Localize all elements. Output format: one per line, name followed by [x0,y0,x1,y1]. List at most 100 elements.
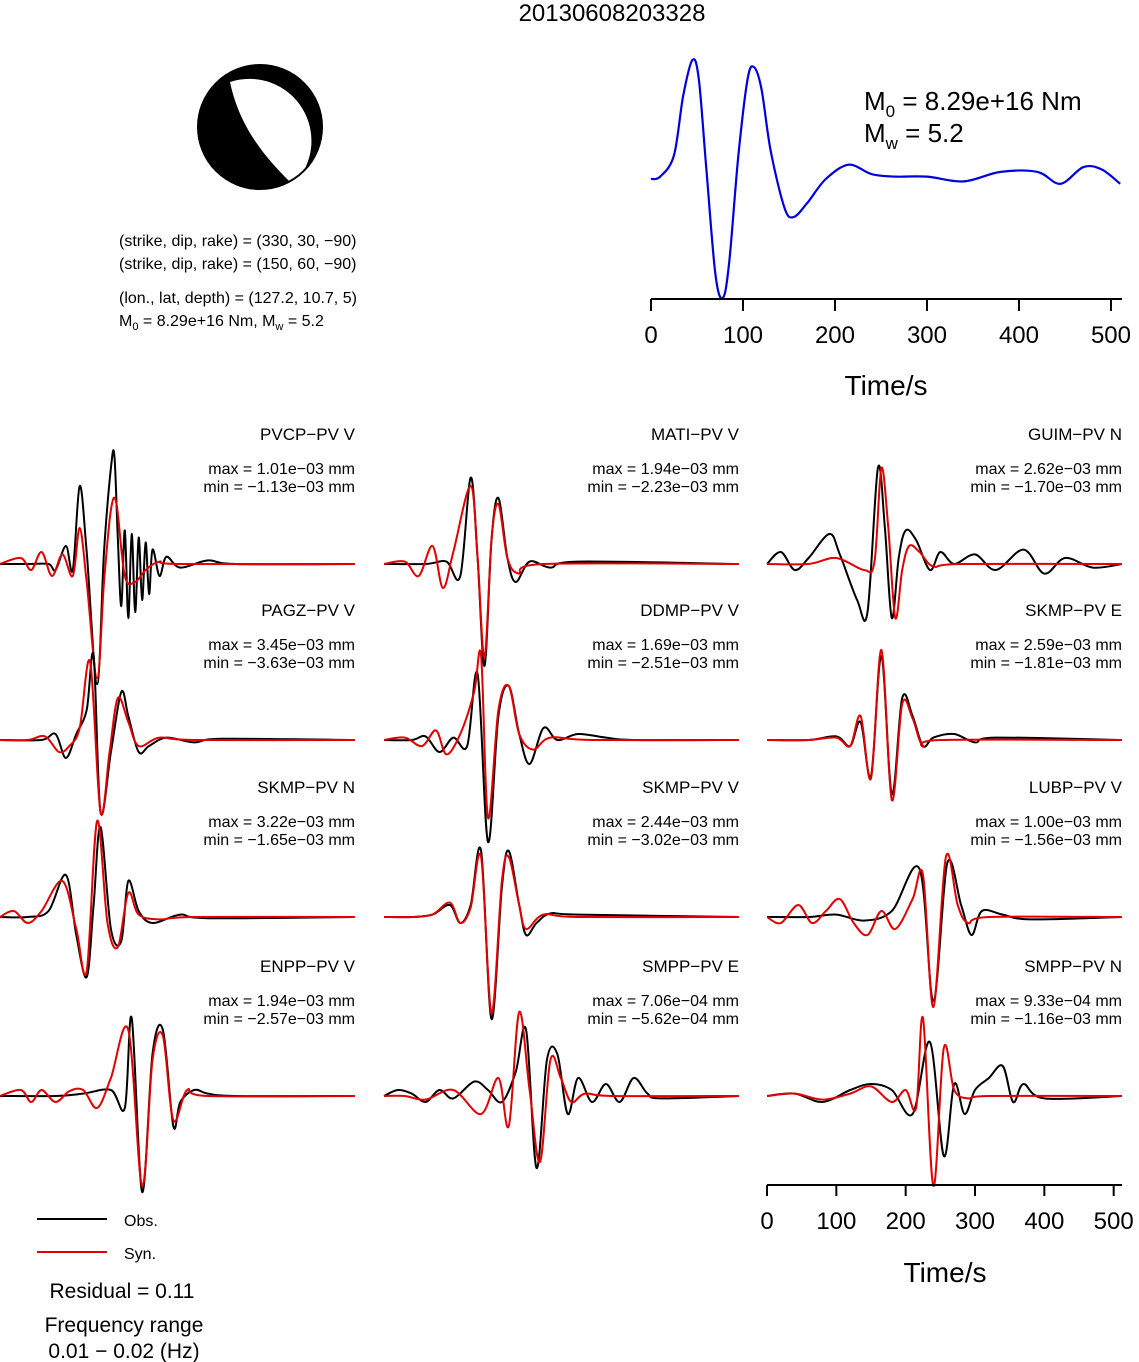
station-max: max = 3.22e−03 mm [208,814,355,831]
synthetic-trace [766,852,1123,1009]
stf-tick-label: 100 [723,322,763,349]
stf-curve [650,58,1121,300]
bottom-tick-label: 400 [1024,1208,1064,1235]
observed-trace [766,858,1123,1003]
synthetic-trace [766,466,1123,620]
station-max: max = 1.94e−03 mm [592,461,739,478]
observed-trace [0,1015,356,1194]
mechanism-plane1: (strike, dip, rake) = (330, 30, −90) [119,233,356,250]
synthetic-trace [0,1025,356,1188]
synthetic-trace [766,1015,1123,1188]
stf-tick-label: 200 [815,322,855,349]
station-min: min = −2.57e−03 mm [203,1011,355,1028]
station-max: max = 1.69e−03 mm [592,637,739,654]
station-min: min = −3.02e−03 mm [587,832,739,849]
station-min: min = −5.62e−04 mm [587,1011,739,1028]
station-max: max = 7.06e−04 mm [592,993,739,1010]
station-label: PAGZ−PV V [261,601,355,620]
synthetic-trace [0,659,356,816]
station-label: SKMP−PV V [642,778,740,797]
stf-tick-label: 300 [907,322,947,349]
bottom-tick-label: 0 [760,1208,773,1235]
station-label: MATI−PV V [651,425,740,444]
station-label: PVCP−PV V [260,425,356,444]
station-min: min = −3.63e−03 mm [203,655,355,672]
bottom-tick-label: 100 [816,1208,856,1235]
station-max: max = 9.33e−04 mm [975,993,1122,1010]
legend-obs-label: Obs. [124,1213,158,1230]
legend: Obs. Syn. Residual = 0.11 Frequency rang… [37,1213,203,1362]
station-max: max = 3.45e−03 mm [208,637,355,654]
synthetic-trace [0,496,356,680]
station-label: SKMP−PV E [1025,601,1122,620]
synthetic-trace [383,1010,740,1164]
station-min: min = −1.65e−03 mm [203,832,355,849]
station-min: min = −1.16e−03 mm [970,1011,1122,1028]
observed-trace [766,1040,1123,1158]
observed-trace [0,449,356,686]
synthetic-trace [383,852,740,1015]
stf-tick-label: 0 [644,322,657,349]
observed-trace [766,464,1123,622]
bottom-tick-label: 500 [1094,1208,1134,1235]
station-min: min = −1.13e−03 mm [203,479,355,496]
stf-x-label: Time/s [845,370,928,401]
stf-m0-label: M0 = 8.29e+16 Nm [864,86,1082,121]
observed-trace [383,1025,740,1170]
station-min: min = −2.51e−03 mm [587,655,739,672]
station-max: max = 1.00e−03 mm [975,814,1122,831]
station-label: SMPP−PV E [642,957,739,976]
bottom-tick-label: 300 [955,1208,995,1235]
station-max: max = 2.62e−03 mm [975,461,1122,478]
frequency-title: Frequency range [45,1314,204,1337]
stf-panel: 0 100 200 300 400 500 M0 = 8.29e+16 Nm Mw = 5… [644,58,1131,401]
station-label: LUBP−PV V [1029,778,1123,797]
station-min: min = −1.56e−03 mm [970,832,1122,849]
frequency-range: 0.01 − 0.02 (Hz) [48,1340,199,1362]
station-min: min = −1.81e−03 mm [970,655,1122,672]
station-max: max = 2.44e−03 mm [592,814,739,831]
station-label: SMPP−PV N [1024,957,1122,976]
bottom-x-label: Time/s [904,1257,987,1288]
residual-label: Residual = 0.11 [50,1280,195,1303]
station-min: min = −2.23e−03 mm [587,479,739,496]
observed-trace [766,654,1123,796]
station-label: GUIM−PV N [1028,425,1122,444]
mechanism-moment: M0 = 8.29e+16 Nm, Mw = 5.2 [119,313,324,333]
stf-tick-label: 500 [1091,322,1131,349]
bottom-tick-label: 200 [886,1208,926,1235]
synthetic-trace [383,649,740,820]
bottom-time-axis: 0 100 200 300 400 500 Time/s [760,1184,1134,1288]
station-label: DDMP−PV V [640,601,739,620]
station-label: ENPP−PV V [260,957,356,976]
beachball-icon [197,64,323,190]
station-max: max = 1.01e−03 mm [208,461,355,478]
stf-tick-label: 400 [999,322,1039,349]
synthetic-trace [383,484,740,659]
figure-title: 20130608203328 [519,0,706,27]
stf-mw-label: Mw = 5.2 [864,118,964,153]
mechanism-location: (lon., lat, depth) = (127.2, 10.7, 5) [119,290,357,307]
synthetic-trace [766,648,1123,802]
legend-syn-label: Syn. [124,1246,156,1263]
station-label: SKMP−PV N [257,778,355,797]
station-max: max = 1.94e−03 mm [208,993,355,1010]
mechanism-plane2: (strike, dip, rake) = (150, 60, −90) [119,256,356,273]
synthetic-trace [0,819,356,976]
station-min: min = −1.70e−03 mm [970,479,1122,496]
station-max: max = 2.59e−03 mm [975,637,1122,654]
